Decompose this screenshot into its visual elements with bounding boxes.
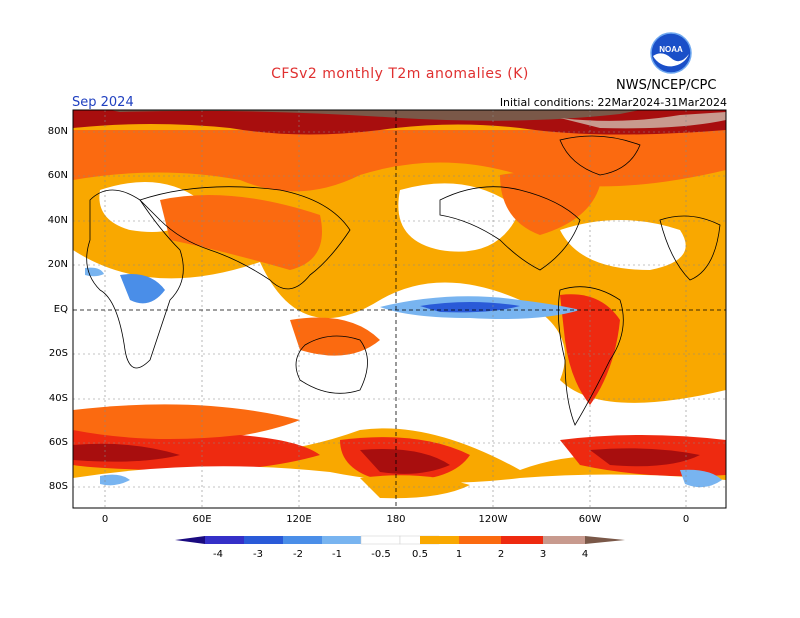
lat-label: 40S <box>48 393 68 404</box>
agency-label: NWS/NCEP/CPC <box>616 78 717 93</box>
colorbar-label: -2 <box>293 549 303 560</box>
lon-label: 0 <box>101 514 109 525</box>
lat-label: EQ <box>53 304 68 315</box>
colorbar-cell <box>543 536 585 544</box>
forecast-month: Sep 2024 <box>72 95 134 110</box>
colorbar-cell <box>283 536 322 544</box>
colorbar-cell <box>360 535 401 545</box>
colorbar-cell <box>322 536 361 544</box>
initial-conditions: Initial conditions: 22Mar2024-31Mar2024 <box>499 96 727 109</box>
colorbar-cell <box>420 536 459 544</box>
map-frame <box>72 109 727 509</box>
colorbar <box>175 535 625 545</box>
colorbar-label: 2 <box>497 549 505 560</box>
lat-label: 20N <box>47 259 68 270</box>
svg-text:NOAA: NOAA <box>659 45 683 54</box>
colorbar-label: 1 <box>455 549 463 560</box>
chart-title: CFSv2 monthly T2m anomalies (K) <box>271 66 529 82</box>
colorbar-cell <box>585 536 625 544</box>
colorbar-label: 3 <box>539 549 547 560</box>
lon-label: 60W <box>578 514 602 525</box>
colorbar-cell <box>244 536 283 544</box>
colorbar-label: 4 <box>581 549 589 560</box>
lat-label: 80N <box>47 126 68 137</box>
colorbar-cell <box>205 536 244 544</box>
colorbar-label: -1 <box>332 549 342 560</box>
lon-label: 120W <box>478 514 508 525</box>
colorbar-cell <box>175 536 205 544</box>
colorbar-label: -4 <box>213 549 223 560</box>
lon-label: 180 <box>386 514 406 525</box>
colorbar-cell <box>501 536 543 544</box>
lon-label: 0 <box>682 514 690 525</box>
lat-label: 60S <box>48 437 68 448</box>
colorbar-cell <box>459 536 501 544</box>
colorbar-label: 0.5 <box>412 549 428 560</box>
map-field <box>73 110 726 508</box>
lat-label: 20S <box>48 348 68 359</box>
lat-label: 80S <box>48 481 68 492</box>
colorbar-label: -0.5 <box>371 549 391 560</box>
lat-label: 40N <box>47 215 68 226</box>
lon-label: 60E <box>192 514 212 525</box>
lon-label: 120E <box>286 514 312 525</box>
colorbar-label: -3 <box>253 549 263 560</box>
lat-label: 60N <box>47 170 68 181</box>
noaa-logo: NOAA <box>650 32 692 74</box>
